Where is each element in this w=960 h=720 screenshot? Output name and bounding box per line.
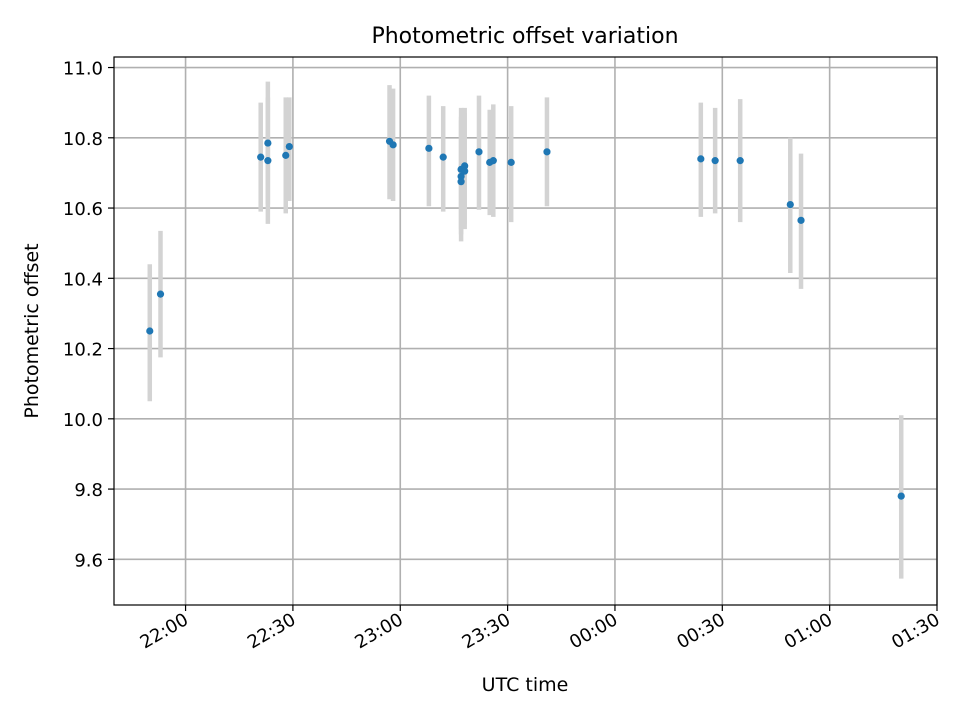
data-point (282, 151, 290, 159)
data-point (457, 172, 465, 181)
y-tick-label: 10.4 (63, 269, 103, 290)
data-point (507, 158, 515, 166)
chart-title: Photometric offset variation (371, 24, 678, 49)
grid (114, 57, 938, 605)
data-point (389, 141, 397, 149)
data-point (156, 290, 165, 298)
data-point (264, 139, 272, 147)
data-points (146, 137, 905, 500)
data-point (285, 142, 293, 151)
data-point (475, 148, 483, 156)
y-tick-label: 9.6 (74, 550, 103, 571)
data-point (461, 162, 469, 170)
data-point (489, 157, 497, 165)
data-point (797, 216, 805, 224)
data-point (786, 200, 794, 209)
data-point (897, 492, 905, 500)
y-axis-label: Photometric offset (21, 243, 43, 418)
y-tick-label: 10.0 (63, 410, 103, 431)
data-point (736, 157, 744, 165)
plot-frame (113, 56, 938, 606)
y-tick-label: 10.8 (63, 129, 103, 150)
data-point (264, 157, 272, 165)
y-tick-label: 9.8 (74, 480, 103, 501)
y-tick-label: 10.2 (63, 340, 103, 361)
data-point (543, 148, 551, 156)
data-point (697, 155, 705, 163)
data-point (425, 144, 433, 152)
data-point (439, 153, 447, 161)
y-tick-label: 11.0 (63, 59, 103, 80)
y-tick-label: 10.6 (63, 199, 103, 220)
data-point (711, 157, 719, 165)
data-point (146, 327, 154, 335)
x-axis-label: UTC time (482, 674, 569, 696)
data-point (457, 178, 465, 186)
data-point (461, 167, 469, 175)
data-point (257, 153, 265, 161)
